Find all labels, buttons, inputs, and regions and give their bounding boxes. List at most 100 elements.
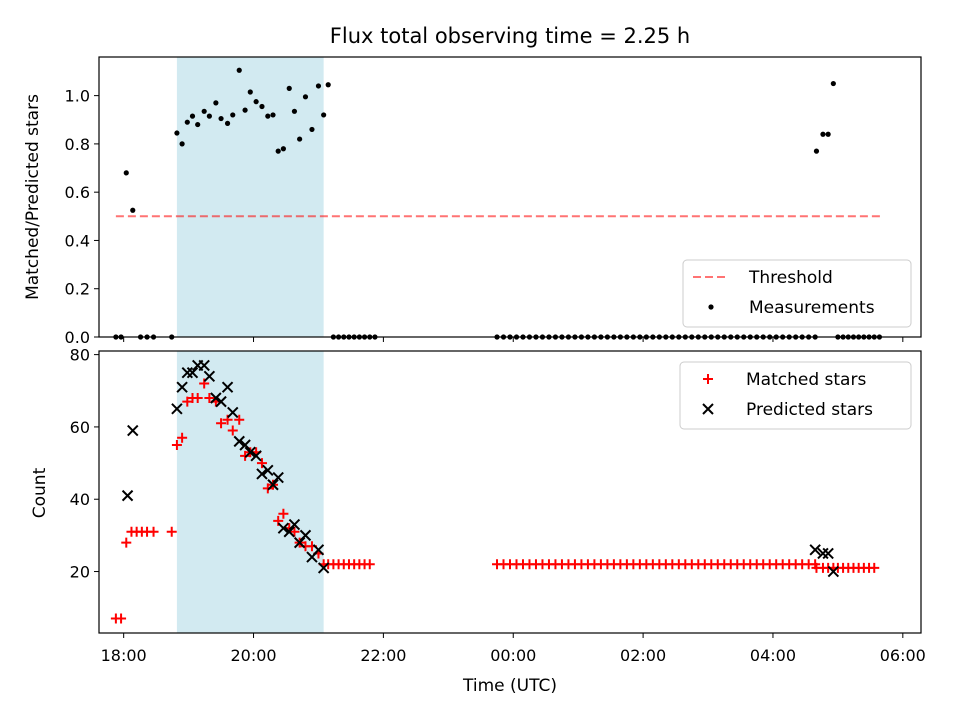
predicted-star-point <box>171 403 183 415</box>
predicted-star-point <box>215 395 227 408</box>
predicted-star-point <box>817 547 829 560</box>
predicted-star-point <box>127 424 139 437</box>
measurement-point <box>825 131 831 137</box>
predicted-star-point <box>272 471 284 484</box>
matched-star-point <box>234 414 245 425</box>
chart-title: Flux total observing time = 2.25 h <box>330 24 690 48</box>
x-tick-label: 20:00 <box>230 646 276 665</box>
matched-star-point <box>278 508 289 519</box>
x-tick-label: 22:00 <box>360 646 406 665</box>
measurement-point <box>325 82 331 88</box>
measurement-point <box>259 103 265 110</box>
matched-star-point <box>364 559 375 570</box>
observing-window-span <box>176 351 324 633</box>
predicted-star-point <box>283 526 295 538</box>
predicted-star-point <box>233 435 245 448</box>
predicted-star-point <box>203 370 216 383</box>
x-tick-label: 00:00 <box>490 646 536 665</box>
x-tick-label: 02:00 <box>620 646 666 665</box>
predicted-star-point <box>176 381 188 393</box>
matched-star-point <box>171 440 182 450</box>
top-panel: 0.0 0.2 0.4 0.6 0.8 1.0 Threshold Measurements <box>65 56 922 347</box>
matched-star-point <box>227 425 238 436</box>
legend-box <box>679 361 912 430</box>
y-tick-label: 0.2 <box>65 280 90 299</box>
predicted-star-point <box>827 565 840 578</box>
measurement-point <box>286 85 292 91</box>
predicted-star-point <box>267 479 279 491</box>
matched-star-point <box>262 483 273 494</box>
x-tick-label: 04:00 <box>750 646 796 665</box>
x-tick-label: 18:00 <box>101 646 147 665</box>
measurement-point <box>297 136 303 142</box>
matched-star-point <box>240 450 251 461</box>
matched-star-point <box>116 613 127 624</box>
matched-star-point <box>177 432 188 443</box>
axes-frame <box>98 350 922 634</box>
measurement-point <box>270 112 276 118</box>
y-tick-label: 0.6 <box>65 183 90 202</box>
measurement-point <box>236 67 242 73</box>
legend-matched-key <box>703 374 713 384</box>
predicted-star-point <box>262 464 274 477</box>
y-tick-label: 0.0 <box>65 328 90 347</box>
measurement-point <box>820 131 826 137</box>
predicted-star-point <box>198 359 210 372</box>
legend-measurements-key <box>708 304 714 310</box>
matched-star-point <box>166 526 177 537</box>
measurement-point <box>195 121 201 128</box>
legend-predicted-key <box>702 403 714 415</box>
matched-star-point <box>121 537 132 548</box>
axes-frame <box>98 56 922 338</box>
matched-star-point <box>256 458 267 469</box>
measurement-point <box>275 148 281 154</box>
measurement-point <box>302 94 309 100</box>
predicted-star-point <box>312 544 325 556</box>
measurement-point <box>813 148 820 154</box>
matched-star-point <box>182 396 193 407</box>
measurement-point <box>242 107 248 113</box>
measurement-point <box>291 108 298 114</box>
bottom-y-axis-label: Count <box>30 467 50 518</box>
y-tick-label: 80 <box>70 346 90 365</box>
predicted-star-point <box>221 381 234 393</box>
predicted-star-point <box>121 489 134 502</box>
measurement-point <box>201 108 207 114</box>
predicted-star-point <box>181 366 194 379</box>
measurement-point <box>321 112 327 118</box>
predicted-star-point <box>317 562 330 574</box>
measurement-point <box>265 113 271 119</box>
predicted-star-point <box>210 392 222 404</box>
measurement-point <box>179 141 185 147</box>
matched-star-point <box>216 418 227 429</box>
measurement-point <box>206 113 212 119</box>
measurement-point <box>218 115 224 122</box>
measurement-point <box>174 130 180 136</box>
predicted-star-point <box>244 446 256 458</box>
legend-label: Predicted stars <box>746 400 873 420</box>
y-tick-label: 20 <box>70 563 90 582</box>
bottom-panel: 20 40 60 80 18:00 20:00 22:00 00:00 02:00 04:00 06… <box>70 346 926 665</box>
predicted-star-point <box>239 439 251 451</box>
matched-star-point <box>289 526 300 537</box>
y-tick-label: 1.0 <box>65 87 90 106</box>
measurement-point <box>123 170 129 176</box>
measurement-point <box>309 126 315 133</box>
measurement-point <box>213 100 219 106</box>
predicted-star-point <box>277 522 290 534</box>
predicted-star-point <box>227 406 239 419</box>
matched-star-point <box>869 562 880 573</box>
measurement-point <box>230 112 236 118</box>
top-y-axis-label: Matched/Predicted stars <box>23 94 43 300</box>
measurement-point <box>830 80 836 87</box>
matched-star-point <box>192 393 203 403</box>
matched-star-point <box>204 393 215 403</box>
predicted-star-point <box>809 544 821 556</box>
predicted-star-point <box>186 366 199 379</box>
series-measurements <box>113 67 883 340</box>
observing-window-span <box>176 57 324 337</box>
legend: Matched stars Predicted stars <box>679 361 912 430</box>
legend-label: Threshold <box>748 268 833 288</box>
predicted-star-point <box>299 529 312 542</box>
